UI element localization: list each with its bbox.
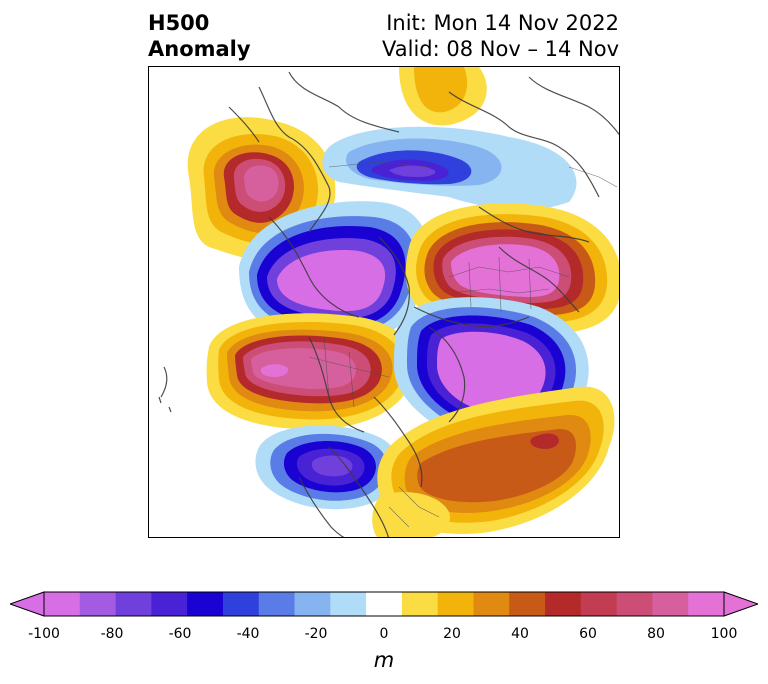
anomaly-negative-arctic [322,126,577,210]
colorbar-tick-label: -20 [304,626,328,642]
title-type: Anomaly [148,37,251,61]
colorbar-units: m [373,648,395,672]
colorbar-swatch [151,592,188,616]
colorbar-swatch [330,592,367,616]
valid-period: Valid: 08 Nov – 14 Nov [382,37,619,61]
anomaly-positive-atlantic [377,386,615,534]
colorbar-swatch [187,592,224,616]
anomaly-positive-arctic-top [399,67,487,126]
title-variable: H500 [148,11,210,35]
colorbar-swatch [294,592,331,616]
anomaly-map [149,67,619,537]
colorbar-swatch [509,592,546,616]
anomaly-positive-eastasia [206,313,415,430]
colorbar-tick-label: 60 [579,626,597,642]
colorbar-swatch [473,592,510,616]
colorbar-tick-label: -80 [100,626,124,642]
colorbar-graphic [8,591,760,617]
colorbar-swatch [222,592,260,616]
colorbar-swatch [616,592,653,616]
political-borders [308,161,618,528]
colorbar-under-triangle [8,591,45,617]
colorbar-swatch [366,592,403,616]
missing-data-notch [149,285,153,321]
map-panel [148,66,620,538]
colorbar [8,590,760,618]
colorbar-swatch [437,592,474,616]
colorbar-swatch [79,592,117,616]
colorbar-swatch [401,592,439,616]
colorbar-swatch [115,592,152,616]
colorbar-swatch [258,592,296,616]
colorbar-frame [43,591,725,617]
colorbar-swatch [652,592,689,616]
colorbar-tick-label: 20 [443,626,461,642]
colorbar-tick-label: -100 [28,626,60,642]
map-title: H500 Anomaly [148,10,251,62]
anomaly-negative-pacific [255,425,400,510]
colorbar-over-triangle [723,591,760,617]
map-subtitle: Init: Mon 14 Nov 2022 Valid: 08 Nov – 14… [382,10,619,62]
colorbar-swatch [44,592,81,616]
colorbar-tick-label: 40 [511,626,529,642]
colorbar-ticks: -100 -80 -60 -40 -20 0 20 40 60 80 100 [0,626,768,646]
colorbar-swatch [688,592,725,616]
colorbar-swatch [580,592,618,616]
colorbar-tick-label: 80 [647,626,665,642]
init-time: Init: Mon 14 Nov 2022 [386,11,619,35]
anomaly-positive-south [372,492,450,537]
coastlines [158,71,619,537]
colorbar-tick-label: 0 [379,626,389,642]
colorbar-tick-label: 100 [710,626,738,642]
colorbar-tick-label: -60 [168,626,192,642]
anomaly-negative-eurasia [239,201,429,344]
colorbar-tick-label: -40 [236,626,260,642]
colorbar-swatch [545,592,582,616]
